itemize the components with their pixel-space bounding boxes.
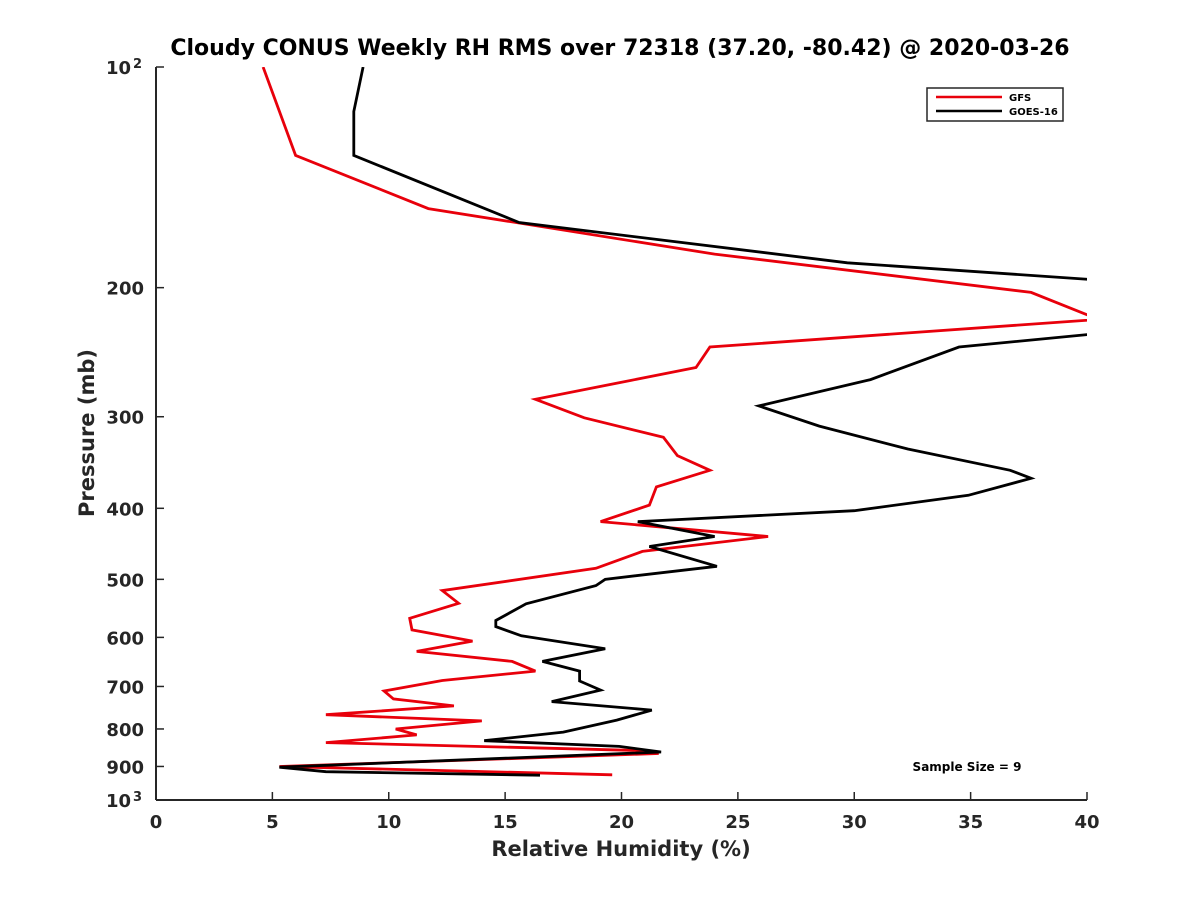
x-tick-label: 25 — [725, 812, 750, 833]
plot-area — [261, 67, 1087, 777]
x-tick-label: 15 — [493, 812, 518, 833]
y-axis-label: Pressure (mb) — [75, 349, 99, 517]
sample-size-annotation: Sample Size = 9 — [913, 760, 1022, 774]
legend-label-goes16: GOES-16 — [1009, 107, 1058, 118]
x-axis-ticks: 0 5 10 15 20 25 30 35 40 — [150, 792, 1100, 833]
y-tick-label: 700 — [106, 677, 144, 698]
y-tick-label: 300 — [106, 408, 144, 429]
x-axis-label: Relative Humidity (%) — [491, 837, 750, 861]
series-line-goes16 — [279, 67, 1087, 777]
y-tick-label: 900 — [106, 757, 144, 778]
y-tick-label: 10 — [106, 58, 131, 79]
y-tick-label: 800 — [106, 720, 144, 741]
y-tick-label: 500 — [106, 570, 144, 591]
y-tick-label: 400 — [106, 499, 144, 520]
x-tick-label: 5 — [266, 812, 279, 833]
legend: GFS GOES-16 — [926, 87, 1064, 122]
x-tick-label: 30 — [842, 812, 867, 833]
x-tick-label: 35 — [958, 812, 983, 833]
y-tick-exponent: 3 — [133, 790, 142, 805]
y-tick-label: 10 — [106, 791, 131, 812]
x-tick-label: 10 — [376, 812, 401, 833]
legend-label-gfs: GFS — [1009, 93, 1031, 104]
x-tick-label: 20 — [609, 812, 634, 833]
y-tick-label: 600 — [106, 628, 144, 649]
x-tick-label: 0 — [150, 812, 163, 833]
legend-box — [926, 87, 1064, 122]
y-tick-exponent: 2 — [133, 57, 142, 72]
x-tick-label: 40 — [1074, 812, 1099, 833]
y-tick-label: 200 — [106, 279, 144, 300]
chart-title: Cloudy CONUS Weekly RH RMS over 72318 (3… — [170, 36, 1069, 61]
series-line-gfs — [261, 67, 1087, 777]
